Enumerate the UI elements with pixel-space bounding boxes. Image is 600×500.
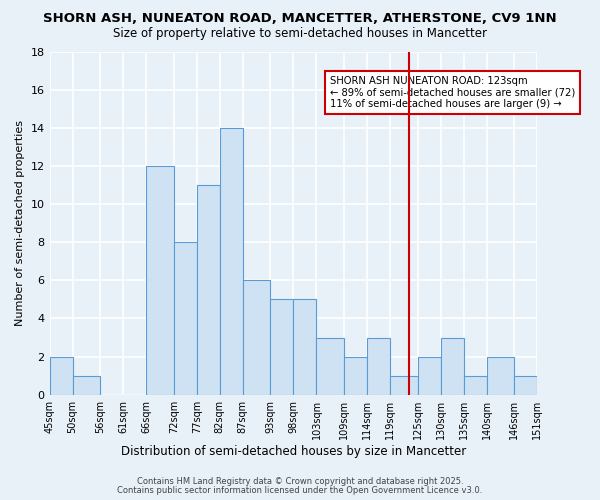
Bar xyxy=(418,356,441,395)
Text: Contains HM Land Registry data © Crown copyright and database right 2025.: Contains HM Land Registry data © Crown c… xyxy=(137,477,463,486)
Bar xyxy=(197,185,220,394)
Bar xyxy=(174,242,197,394)
Bar xyxy=(220,128,243,394)
Bar xyxy=(441,338,464,394)
Bar xyxy=(367,338,390,394)
Text: SHORN ASH, NUNEATON ROAD, MANCETTER, ATHERSTONE, CV9 1NN: SHORN ASH, NUNEATON ROAD, MANCETTER, ATH… xyxy=(43,12,557,26)
Bar xyxy=(487,356,514,395)
Bar xyxy=(243,280,271,394)
Bar xyxy=(514,376,538,394)
Bar xyxy=(271,300,293,394)
Bar xyxy=(316,338,344,394)
Text: SHORN ASH NUNEATON ROAD: 123sqm
← 89% of semi-detached houses are smaller (72)
1: SHORN ASH NUNEATON ROAD: 123sqm ← 89% of… xyxy=(330,76,575,108)
Bar xyxy=(73,376,100,394)
Bar xyxy=(464,376,487,394)
Text: Size of property relative to semi-detached houses in Mancetter: Size of property relative to semi-detach… xyxy=(113,28,487,40)
Bar xyxy=(344,356,367,395)
Bar xyxy=(293,300,316,394)
Bar xyxy=(50,356,73,395)
Text: Contains public sector information licensed under the Open Government Licence v3: Contains public sector information licen… xyxy=(118,486,482,495)
Bar xyxy=(390,376,418,394)
X-axis label: Distribution of semi-detached houses by size in Mancetter: Distribution of semi-detached houses by … xyxy=(121,444,466,458)
Bar xyxy=(146,166,174,394)
Y-axis label: Number of semi-detached properties: Number of semi-detached properties xyxy=(15,120,25,326)
